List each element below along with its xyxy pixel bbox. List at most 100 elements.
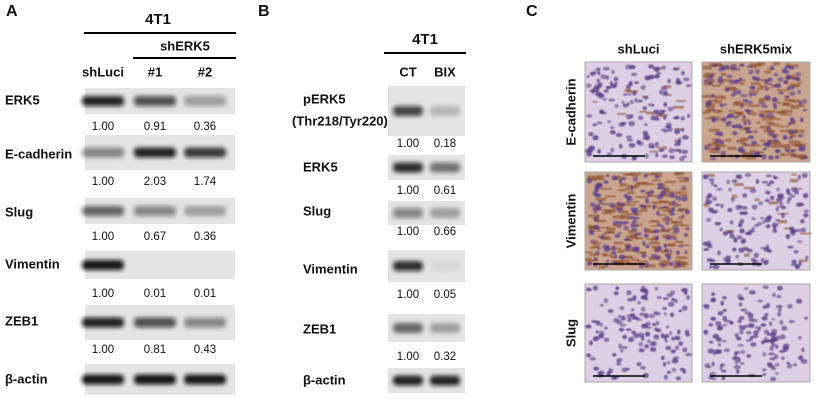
- stain: [705, 104, 716, 108]
- nucleus: [766, 362, 773, 368]
- nucleus: [669, 155, 675, 160]
- nucleus: [685, 84, 692, 88]
- nucleus: [804, 316, 808, 320]
- stain: [645, 238, 656, 240]
- nucleus: [801, 347, 805, 353]
- nucleus: [612, 353, 617, 357]
- nucleus: [785, 74, 791, 80]
- nucleus: [674, 128, 681, 135]
- nucleus: [738, 302, 743, 307]
- band: [134, 147, 176, 158]
- nucleus: [649, 347, 657, 352]
- band: [393, 208, 423, 218]
- stain: [764, 70, 771, 74]
- stain: [770, 144, 776, 148]
- stain: [750, 144, 761, 147]
- nucleus: [640, 335, 645, 341]
- nucleus: [683, 233, 689, 237]
- stain: [744, 253, 750, 257]
- nucleus: [678, 309, 683, 313]
- nucleus: [683, 77, 690, 82]
- nucleus: [643, 123, 648, 127]
- nucleus: [660, 332, 665, 339]
- band: [393, 375, 423, 386]
- nucleus: [715, 131, 720, 136]
- stain: [750, 82, 761, 86]
- nucleus: [763, 260, 768, 266]
- nucleus: [637, 99, 643, 103]
- nucleus: [754, 68, 760, 75]
- nucleus: [665, 236, 673, 241]
- nucleus: [761, 315, 768, 321]
- nucleus: [628, 93, 632, 96]
- nucleus: [716, 326, 723, 331]
- nucleus: [642, 130, 649, 135]
- nucleus: [654, 248, 661, 253]
- nucleus: [739, 218, 745, 224]
- nucleus: [674, 345, 680, 350]
- nucleus: [660, 128, 667, 132]
- nucleus: [597, 149, 601, 154]
- stain: [705, 72, 711, 75]
- nucleus: [612, 220, 619, 225]
- stain: [675, 263, 686, 267]
- nucleus: [729, 321, 734, 325]
- stain: [602, 233, 607, 236]
- stain: [702, 65, 713, 70]
- nucleus: [761, 105, 768, 108]
- nucleus: [763, 247, 771, 252]
- stain: [587, 225, 596, 229]
- nucleus: [616, 359, 621, 364]
- stain: [708, 99, 718, 102]
- nucleus: [619, 323, 627, 327]
- nucleus: [631, 220, 638, 224]
- nucleus: [616, 221, 624, 225]
- nucleus: [739, 362, 745, 365]
- row-label: E-cadherin: [5, 146, 72, 161]
- stain: [749, 144, 755, 147]
- nucleus: [645, 289, 649, 295]
- stain: [787, 150, 794, 154]
- nucleus: [738, 149, 746, 153]
- nucleus: [609, 202, 615, 208]
- nucleus: [738, 146, 744, 150]
- nucleus: [737, 319, 742, 323]
- nucleus: [587, 148, 594, 154]
- nucleus: [788, 136, 794, 140]
- nucleus: [655, 236, 660, 241]
- nucleus: [685, 353, 692, 357]
- nucleus: [608, 98, 616, 102]
- stain: [658, 229, 670, 233]
- stain: [733, 102, 744, 106]
- stain: [676, 256, 688, 260]
- stain: [796, 104, 805, 108]
- nucleus: [722, 340, 727, 343]
- nucleus: [727, 230, 733, 234]
- nucleus: [642, 373, 649, 379]
- nucleus: [638, 263, 644, 269]
- nucleus: [671, 297, 675, 302]
- nucleus: [725, 255, 731, 260]
- tissue: [585, 172, 691, 269]
- stain: [732, 112, 741, 115]
- nucleus: [759, 113, 765, 118]
- nucleus: [668, 192, 675, 198]
- nucleus: [751, 204, 758, 210]
- nucleus: [767, 131, 774, 136]
- nucleus: [648, 74, 655, 80]
- stain: [744, 186, 756, 190]
- nucleus: [607, 120, 612, 123]
- nucleus: [664, 215, 670, 220]
- nucleus: [775, 344, 779, 349]
- nucleus: [678, 148, 683, 154]
- band: [82, 374, 124, 385]
- stain: [668, 203, 674, 206]
- nucleus: [615, 286, 620, 291]
- band: [82, 317, 124, 328]
- nucleus: [638, 348, 645, 353]
- stain: [731, 88, 739, 91]
- nucleus: [780, 212, 785, 218]
- nucleus: [662, 307, 668, 310]
- row-label: β-actin: [303, 372, 346, 387]
